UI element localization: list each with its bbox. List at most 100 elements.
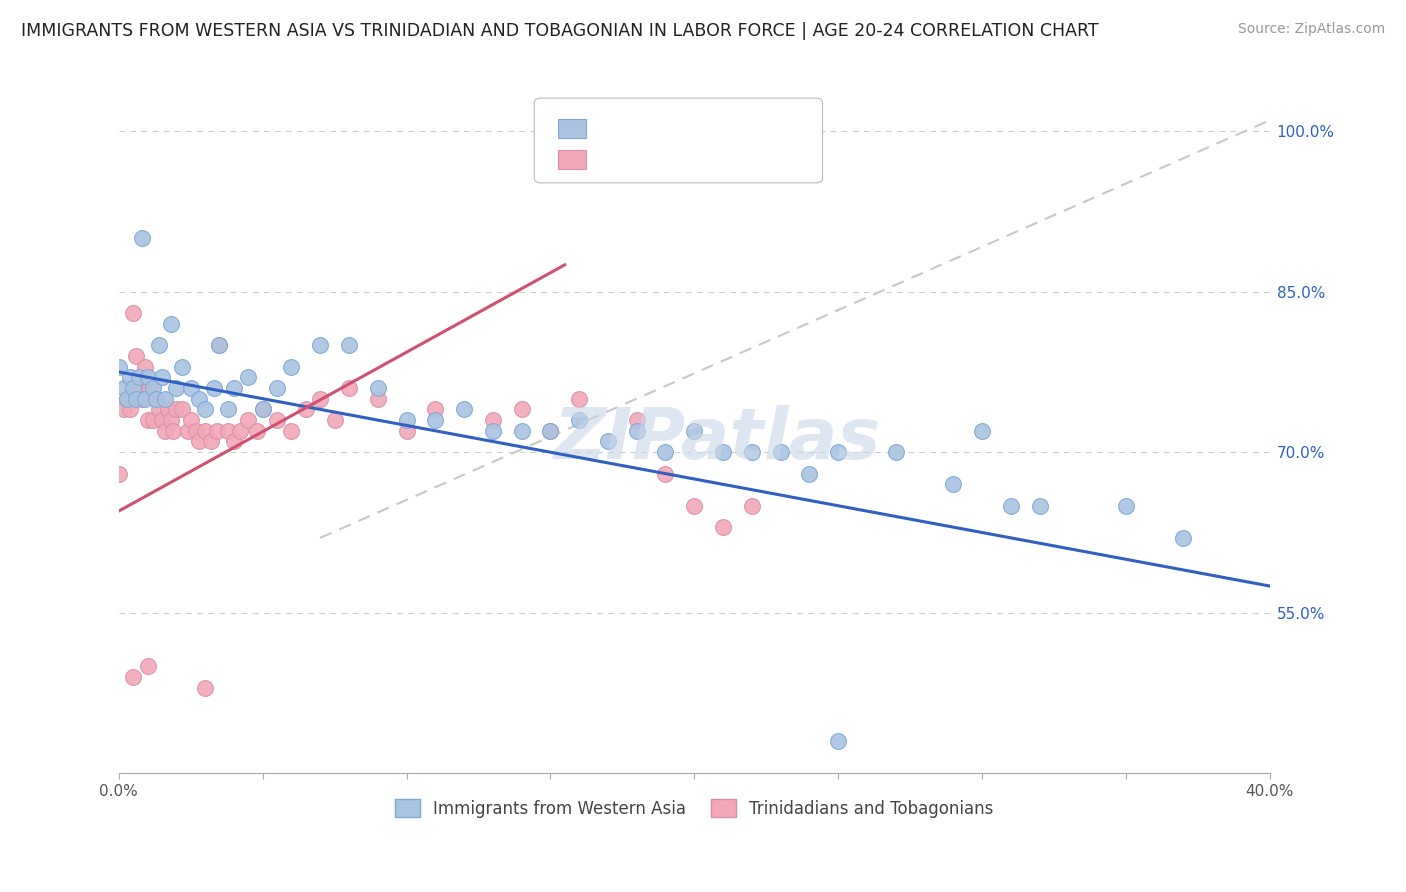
Text: Source: ZipAtlas.com: Source: ZipAtlas.com [1237,22,1385,37]
Point [280,359,302,374]
Point [741,445,763,459]
Point [294,402,316,417]
Point [117,392,139,406]
Text: R =: R = [598,119,634,136]
Point [159,317,181,331]
Point [280,424,302,438]
Point [217,402,239,417]
Point [205,424,228,438]
Point [222,381,245,395]
Point [309,338,332,352]
Point [136,370,159,384]
Point [188,392,211,406]
Point [510,424,533,438]
Point [188,434,211,449]
Point [117,392,139,406]
Point [942,477,965,491]
Point [482,413,505,427]
Point [145,392,167,406]
Point [1028,499,1050,513]
Point [131,231,153,245]
Point [136,413,159,427]
Point [654,467,676,481]
Point [711,445,734,459]
Point [538,424,561,438]
Point [228,424,250,438]
Point [114,381,136,395]
Point [148,402,170,417]
Point [395,424,418,438]
Point [153,392,176,406]
Text: 56: 56 [752,119,775,136]
Text: N =: N = [713,119,749,136]
Text: IMMIGRANTS FROM WESTERN ASIA VS TRINIDADIAN AND TOBAGONIAN IN LABOR FORCE | AGE : IMMIGRANTS FROM WESTERN ASIA VS TRINIDAD… [21,22,1098,40]
Point [134,392,156,406]
Point [626,424,648,438]
Point [165,381,187,395]
Point [107,467,129,481]
Point [395,413,418,427]
Text: 0.374: 0.374 [640,150,699,168]
Point [238,370,260,384]
Point [202,381,225,395]
Text: N =: N = [713,150,749,168]
Point [425,413,447,427]
Point [208,338,231,352]
Point [323,413,346,427]
Point [337,338,360,352]
Point [194,424,217,438]
Point [217,424,239,438]
Point [769,445,792,459]
Point [510,402,533,417]
Text: R =: R = [598,150,634,168]
Point [538,424,561,438]
Point [120,402,142,417]
Legend: Immigrants from Western Asia, Trinidadians and Tobagonians: Immigrants from Western Asia, Trinidadia… [388,793,1001,824]
Point [134,359,156,374]
Point [482,424,505,438]
Point [453,402,475,417]
Point [150,370,173,384]
Text: -0.427: -0.427 [640,119,699,136]
Point [683,424,706,438]
Point [128,370,150,384]
Point [162,424,184,438]
Point [107,359,129,374]
Point [131,392,153,406]
Point [180,381,202,395]
Point [128,381,150,395]
Point [367,381,389,395]
Point [238,413,260,427]
Point [194,681,217,695]
Point [139,381,162,395]
Point [741,499,763,513]
Point [246,424,269,438]
Point [266,413,288,427]
Point [596,434,619,449]
Point [159,413,181,427]
Point [252,402,274,417]
Point [114,402,136,417]
Point [165,402,187,417]
Point [1000,499,1022,513]
Point [156,402,179,417]
Point [654,445,676,459]
Point [142,413,165,427]
Point [827,734,849,748]
Point [568,392,591,406]
Point [170,359,193,374]
Text: ZIPatlas: ZIPatlas [554,405,882,474]
Point [1115,499,1137,513]
Point [266,381,288,395]
Point [683,499,706,513]
Text: 56: 56 [752,150,775,168]
Point [125,392,148,406]
Point [180,413,202,427]
Point [252,402,274,417]
Point [150,413,173,427]
Point [222,434,245,449]
Point [799,467,821,481]
Point [200,434,222,449]
Point [142,381,165,395]
Point [186,424,208,438]
